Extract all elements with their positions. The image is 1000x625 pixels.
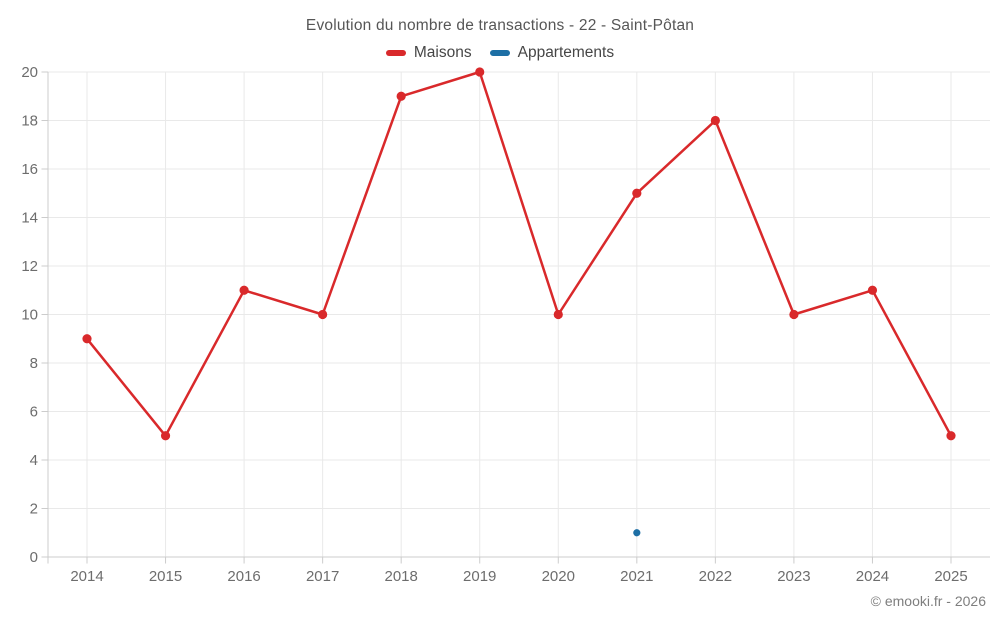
maisons-series-swatch-icon: [385, 50, 406, 56]
svg-text:2014: 2014: [70, 568, 103, 585]
svg-text:2015: 2015: [149, 568, 182, 585]
svg-text:2: 2: [30, 501, 38, 518]
legend-label-appartements: Appartements: [517, 44, 615, 61]
svg-text:12: 12: [21, 258, 38, 275]
svg-text:4: 4: [30, 452, 38, 469]
legend-label-maisons: Maisons: [413, 44, 472, 61]
svg-text:2016: 2016: [227, 568, 260, 585]
legend-item-appartements[interactable]: Appartements: [489, 44, 615, 62]
svg-text:2022: 2022: [699, 568, 732, 585]
svg-text:2020: 2020: [542, 568, 575, 585]
svg-text:2023: 2023: [777, 568, 810, 585]
svg-text:20: 20: [21, 64, 38, 81]
chart-legend: Maisons Appartements: [0, 44, 1000, 62]
legend-item-maisons[interactable]: Maisons: [385, 44, 472, 62]
svg-text:10: 10: [21, 307, 38, 324]
svg-text:14: 14: [21, 210, 38, 227]
svg-text:2019: 2019: [463, 568, 496, 585]
svg-text:2017: 2017: [306, 568, 339, 585]
svg-text:2025: 2025: [934, 568, 967, 585]
svg-text:0: 0: [30, 549, 38, 566]
svg-text:6: 6: [30, 404, 38, 421]
svg-text:8: 8: [30, 355, 38, 372]
appartements-series-swatch-icon: [489, 50, 510, 56]
svg-text:2024: 2024: [856, 568, 889, 585]
copyright: © emooki.fr - 2026: [870, 593, 986, 609]
svg-text:18: 18: [21, 113, 38, 130]
chart-title: Evolution du nombre de transactions - 22…: [305, 17, 695, 34]
svg-text:2018: 2018: [384, 568, 417, 585]
svg-text:16: 16: [21, 161, 38, 178]
svg-text:2021: 2021: [620, 568, 653, 585]
